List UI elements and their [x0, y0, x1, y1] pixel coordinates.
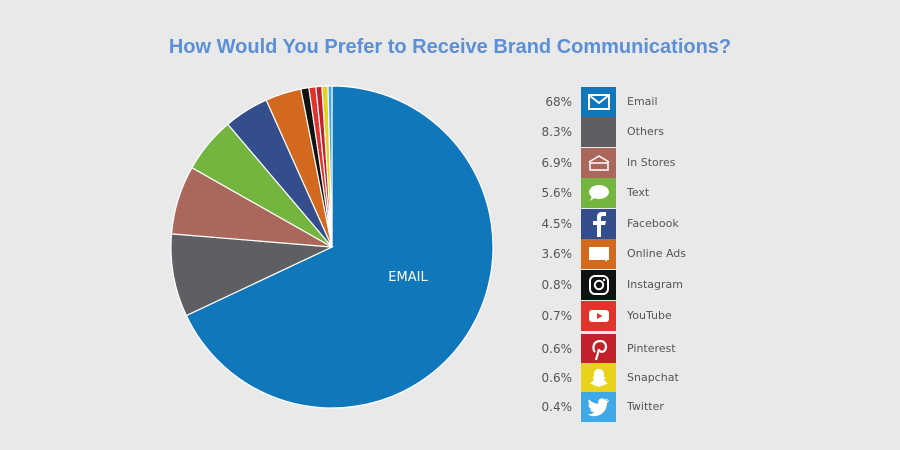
- legend-item-youtube: 0.7% YouTube: [520, 301, 720, 331]
- legend-value: 68%: [545, 95, 572, 109]
- snapchat-icon: [581, 363, 616, 393]
- legend-value: 4.5%: [541, 217, 573, 231]
- legend-label: Text: [627, 186, 650, 199]
- legend-item-in-stores: 6.9% In Stores: [520, 148, 720, 178]
- legend-item-pinterest: 0.6% Pinterest: [520, 334, 720, 364]
- legend-label: Instagram: [627, 278, 683, 291]
- twitter-icon: [581, 392, 616, 422]
- legend-label: Twitter: [627, 400, 664, 413]
- legend-value: 3.6%: [541, 247, 573, 261]
- legend-item-instagram: 0.8% Instagram: [520, 270, 720, 300]
- legend-item-email: 68% Email: [520, 87, 720, 117]
- legend-item-snapchat: 0.6% Snapchat: [520, 363, 720, 393]
- legend-value: 0.8%: [541, 278, 573, 292]
- legend-label: Facebook: [627, 217, 679, 230]
- legend-value: 6.9%: [541, 156, 573, 170]
- storefront-icon: [581, 148, 616, 178]
- legend-value: 0.7%: [541, 309, 573, 323]
- legend-value: 0.6%: [541, 371, 573, 385]
- legend-label: Email: [627, 95, 658, 108]
- legend-label: Snapchat: [627, 371, 679, 384]
- legend-value: 0.4%: [541, 400, 573, 414]
- pinterest-icon: [581, 334, 616, 364]
- legend-label: Pinterest: [627, 342, 676, 355]
- envelope-icon: [581, 87, 616, 117]
- ad-window-icon: [581, 239, 616, 269]
- blank-tile-icon: [581, 117, 616, 147]
- legend-item-text: 5.6% Text: [520, 178, 720, 208]
- legend-value: 0.6%: [541, 342, 573, 356]
- legend-item-others: 8.3% Others: [520, 117, 720, 147]
- legend-value: 8.3%: [541, 125, 573, 139]
- chart-title: How Would You Prefer to Receive Brand Co…: [168, 36, 732, 58]
- legend-value: 5.6%: [541, 186, 573, 200]
- chat-bubble-icon: [581, 178, 616, 208]
- legend-label: Online Ads: [627, 247, 687, 260]
- legend-label: YouTube: [627, 309, 672, 322]
- pie-slice-twitter: [327, 85, 333, 248]
- facebook-icon: [581, 209, 616, 239]
- pie-slice-email: [185, 85, 494, 409]
- pie-chart: EMAIL: [170, 85, 494, 409]
- legend-label: Others: [627, 125, 664, 138]
- legend-item-twitter: 0.4% Twitter: [520, 392, 720, 422]
- instagram-icon: [581, 270, 616, 300]
- legend-item-facebook: 4.5% Facebook: [520, 209, 720, 239]
- youtube-icon: [581, 301, 616, 331]
- legend-item-online-ads: 3.6% Online Ads: [520, 239, 720, 269]
- pie-center-label: EMAIL: [388, 270, 428, 285]
- legend-label: In Stores: [627, 156, 676, 169]
